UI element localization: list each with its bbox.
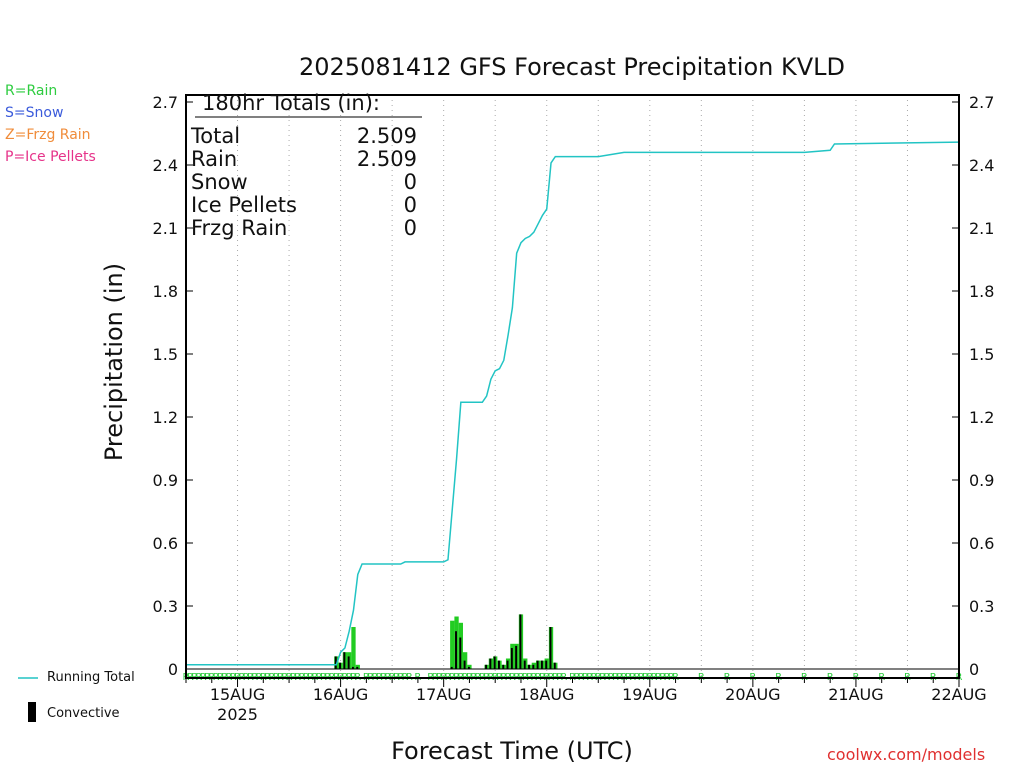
totals-row-value: 0 (403, 216, 417, 240)
convective-bar (493, 656, 496, 669)
x-tick-label: 21AUG (828, 685, 883, 704)
precip-type-legend-item: Z=Frzg Rain (5, 127, 91, 143)
grid-lines (237, 95, 908, 678)
y-tick-label-right: 2.1 (969, 219, 994, 238)
precip-type-legend: R=Rain S=Snow Z=Frzg Rain P=Ice Pellets (5, 80, 96, 168)
convective-bar (334, 656, 337, 669)
totals-row-label: Total (191, 124, 241, 148)
totals-row-label: Frzg Rain (191, 216, 288, 240)
precip-bar (450, 620, 455, 669)
axis-ticks: 0 00.3 0.30.6 0.60.9 0.91.2 1.21.5 1.51.8 1.82.… (153, 93, 995, 724)
running-total-line (186, 141, 960, 666)
x-tick-label: 20AUG (725, 685, 780, 704)
y-tick-label: 0.6 (153, 534, 178, 553)
y-tick-label-right: 2.4 (969, 156, 994, 175)
x-tick-label: 16AUG (313, 685, 368, 704)
y-tick-label: 1.5 (153, 345, 178, 364)
x-tick-sublabel: 2025 (217, 705, 258, 724)
totals-row-label: Snow (191, 170, 248, 194)
credit-text: coolwx.com/models (827, 745, 986, 764)
convective-bar (536, 660, 539, 669)
totals-row-label: Ice Pellets (191, 193, 297, 217)
convective-bar (549, 627, 552, 669)
y-tick-label: 2.7 (153, 93, 178, 112)
y-tick-label-right: 0 (969, 660, 979, 679)
precipitation-bars (334, 614, 558, 669)
y-tick-label-right: 1.5 (969, 345, 994, 364)
convective-bar (506, 660, 509, 669)
y-tick-label: 0.3 (153, 597, 178, 616)
x-tick-label: 17AUG (416, 685, 471, 704)
convective-bar (450, 666, 453, 669)
convective-bar (455, 631, 457, 669)
y-tick-label: 0.9 (153, 471, 178, 490)
convective-bar (489, 658, 492, 669)
x-tick-label: 15AUG (210, 685, 265, 704)
precip-bar (351, 627, 356, 669)
precip-type-legend-item: R=Rain (5, 83, 58, 99)
running-total-legend-label: Running Total (47, 670, 135, 685)
x-tick-label: 22AUG (931, 685, 986, 704)
convective-bar (519, 614, 522, 669)
y-tick-label: 1.2 (153, 408, 178, 427)
totals-header: 180hr Totals (in): (202, 91, 380, 115)
convective-bar (553, 662, 556, 669)
y-tick-label-right: 1.8 (969, 282, 994, 301)
x-axis-label: Forecast Time (UTC) (391, 737, 633, 765)
convective-bar (515, 645, 518, 669)
y-tick-label: 2.1 (153, 219, 178, 238)
convective-bar (467, 666, 470, 669)
totals-row-value: 0 (403, 170, 417, 194)
y-tick-label-right: 1.2 (969, 408, 994, 427)
chart-title: 2025081412 GFS Forecast Precipitation KV… (299, 53, 845, 81)
convective-bar (532, 664, 535, 669)
convective-bar (528, 664, 530, 669)
totals-row-value: 2.509 (356, 147, 417, 171)
convective-bar (523, 660, 526, 669)
convective-bar (545, 660, 548, 669)
totals-row-value: 2.509 (356, 124, 417, 148)
totals-row-label: Rain (191, 147, 238, 171)
convective-bar (502, 664, 505, 669)
convective-bar (497, 660, 500, 669)
x-tick-label: 18AUG (519, 685, 574, 704)
convective-bar (339, 662, 342, 669)
totals-row-value: 0 (403, 193, 417, 217)
y-tick-label: 2.4 (153, 156, 178, 175)
convective-legend-label: Convective (47, 706, 120, 721)
convective-bar (510, 648, 513, 669)
convective-bar (356, 666, 359, 669)
convective-bar (485, 664, 488, 669)
y-tick-label-right: 0.3 (969, 597, 994, 616)
convective-bar (463, 660, 466, 669)
precip-type-legend-item: S=Snow (5, 105, 64, 121)
y-tick-label: 0 (168, 660, 178, 679)
convective-bar (540, 660, 543, 669)
y-tick-label-right: 2.7 (969, 93, 994, 112)
y-tick-label: 1.8 (153, 282, 178, 301)
x-tick-label: 19AUG (622, 685, 677, 704)
convective-bar (343, 652, 346, 669)
convective-bar (459, 637, 462, 669)
convective-bar (351, 666, 354, 669)
precip-type-legend-item: P=Ice Pellets (5, 149, 96, 165)
y-tick-label-right: 0.9 (969, 471, 994, 490)
y-axis-label: Precipitation (in) (100, 263, 128, 461)
plot-frame (185, 94, 960, 679)
y-tick-label-right: 0.6 (969, 534, 994, 553)
convective-legend-swatch (28, 702, 36, 722)
convective-bar (347, 656, 350, 669)
